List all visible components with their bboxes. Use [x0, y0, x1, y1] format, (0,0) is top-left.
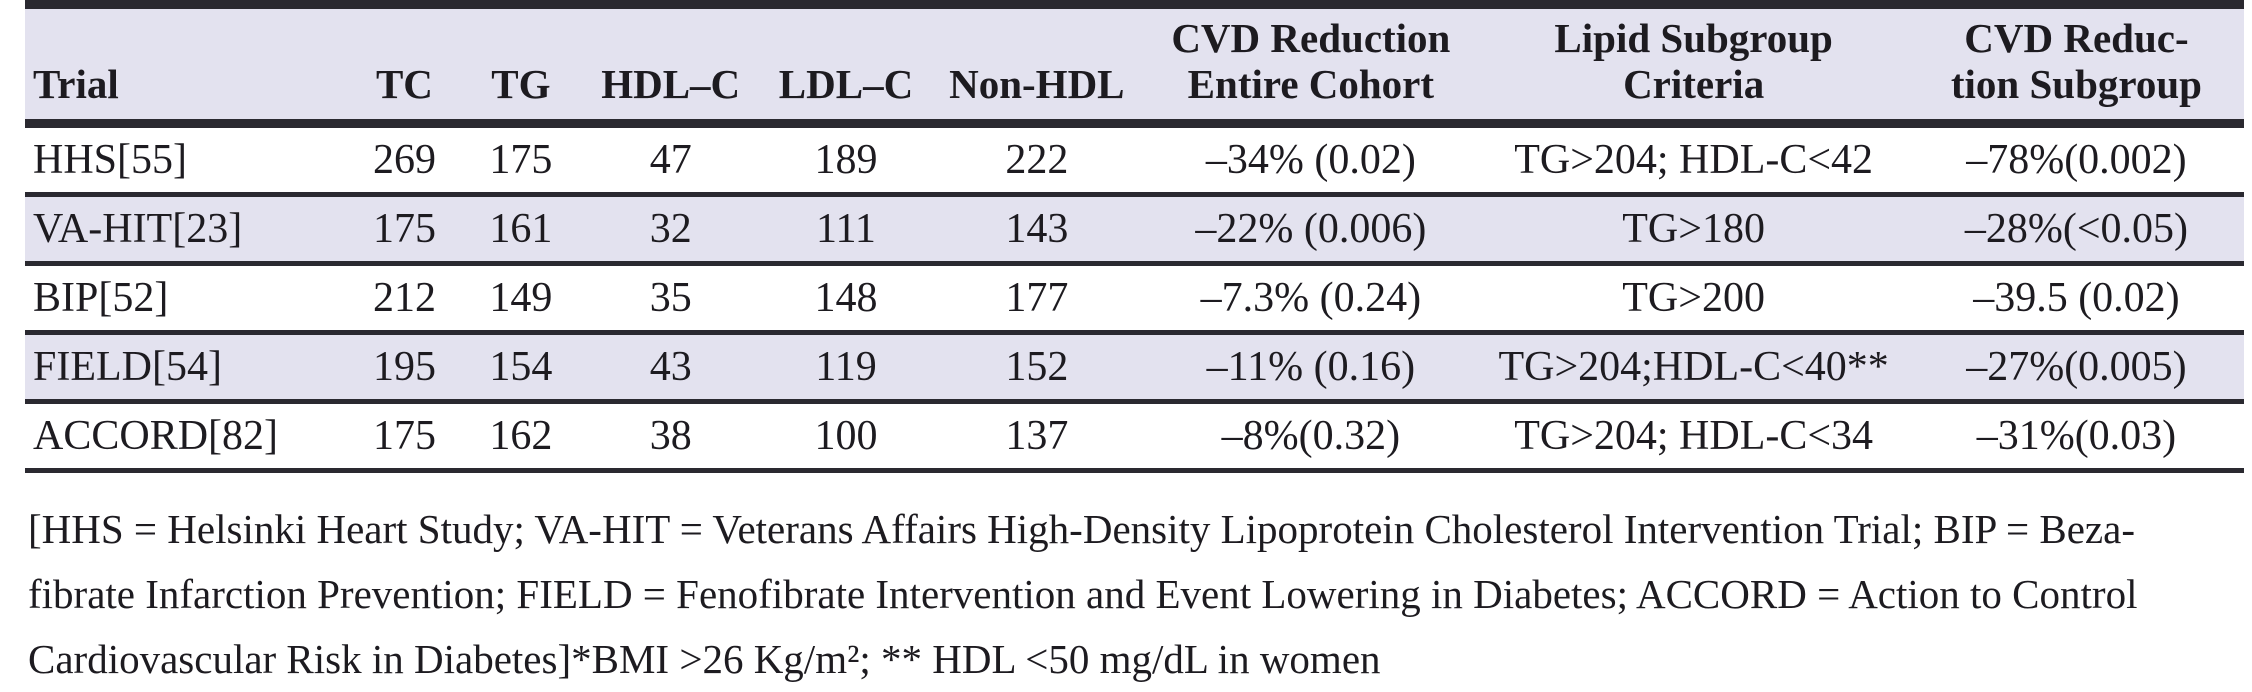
cell-non-hdl: 137: [930, 401, 1144, 473]
cell-cvd-reduction-subgroup: –78%(0.002): [1908, 123, 2244, 197]
cell-hdl-c: 38: [579, 401, 762, 473]
footnote-line: Cardiovascular Risk in Diabetes]*BMI >26…: [28, 636, 1381, 682]
fibrate-trials-table: Trial TC TG HDL–C LDL–C Non-HDL CVD Redu…: [25, 0, 2244, 473]
header-trial: Trial: [25, 4, 347, 128]
cell-trial: BIP[52]: [25, 263, 347, 335]
cell-trial: HHS[55]: [25, 123, 347, 197]
cell-cvd-reduction-subgroup: –28%(<0.05): [1908, 194, 2244, 266]
cell-ldl-c: 119: [761, 332, 931, 404]
footnote-line: fibrate Infarction Prevention; FIELD = F…: [28, 571, 2138, 617]
cell-tc: 175: [346, 401, 463, 473]
table-row-va-hit: VA-HIT[23] 175 161 32 111 143 –22% (0.00…: [25, 194, 2244, 266]
cell-tg: 161: [462, 194, 580, 266]
cell-lipid-subgroup-criteria: TG>180: [1478, 194, 1909, 266]
cell-tc: 212: [346, 263, 463, 335]
table-row-hhs: HHS[55] 269 175 47 189 222 –34% (0.02) T…: [25, 123, 2244, 197]
cell-hdl-c: 43: [579, 332, 762, 404]
cell-tg: 149: [462, 263, 580, 335]
header-lipid-subgroup-criteria: Lipid Subgroup Criteria: [1478, 4, 1909, 128]
cell-tc: 195: [346, 332, 463, 404]
table-row-accord: ACCORD[82] 175 162 38 100 137 –8%(0.32) …: [25, 401, 2244, 473]
cell-lipid-subgroup-criteria: TG>204; HDL-C<42: [1478, 123, 1909, 197]
cell-ldl-c: 148: [761, 263, 931, 335]
cell-lipid-subgroup-criteria: TG>204; HDL-C<34: [1478, 401, 1909, 473]
footnote-line: [HHS = Helsinki Heart Study; VA-HIT = Ve…: [28, 506, 2135, 552]
cell-ldl-c: 111: [761, 194, 931, 266]
header-cvd-reduction-cohort: CVD Reduction Entire Cohort: [1143, 4, 1479, 128]
table-header: Trial TC TG HDL–C LDL–C Non-HDL CVD Redu…: [25, 4, 2244, 128]
cell-tc: 269: [346, 123, 463, 197]
table-row-field: FIELD[54] 195 154 43 119 152 –11% (0.16)…: [25, 332, 2244, 404]
cell-cvd-reduction-subgroup: –31%(0.03): [1908, 401, 2244, 473]
header-hdl-c: HDL–C: [579, 4, 762, 128]
cell-non-hdl: 143: [930, 194, 1144, 266]
cell-non-hdl: 177: [930, 263, 1144, 335]
cell-non-hdl: 222: [930, 123, 1144, 197]
cell-cvd-reduction-subgroup: –39.5 (0.02): [1908, 263, 2244, 335]
cell-cvd-reduction-cohort: –34% (0.02): [1143, 123, 1479, 197]
cell-hdl-c: 47: [579, 123, 762, 197]
header-row: Trial TC TG HDL–C LDL–C Non-HDL CVD Redu…: [25, 4, 2244, 128]
cell-tg: 154: [462, 332, 580, 404]
cell-tg: 175: [462, 123, 580, 197]
header-tg: TG: [462, 4, 580, 128]
header-tc: TC: [346, 4, 463, 128]
cell-tc: 175: [346, 194, 463, 266]
header-cvd-reduction-subgroup: CVD Reduc- tion Subgroup: [1908, 4, 2244, 128]
table-footnote: [HHS = Helsinki Heart Study; VA-HIT = Ve…: [25, 497, 2244, 692]
cell-trial: FIELD[54]: [25, 332, 347, 404]
cell-ldl-c: 100: [761, 401, 931, 473]
cell-cvd-reduction-cohort: –7.3% (0.24): [1143, 263, 1479, 335]
cell-cvd-reduction-subgroup: –27%(0.005): [1908, 332, 2244, 404]
cell-trial: ACCORD[82]: [25, 401, 347, 473]
cell-trial: VA-HIT[23]: [25, 194, 347, 266]
cell-cvd-reduction-cohort: –22% (0.006): [1143, 194, 1479, 266]
cell-cvd-reduction-cohort: –11% (0.16): [1143, 332, 1479, 404]
header-non-hdl: Non-HDL: [930, 4, 1144, 128]
header-ldl-c: LDL–C: [761, 4, 931, 128]
cell-lipid-subgroup-criteria: TG>204;HDL-C<40**: [1478, 332, 1909, 404]
table-row-bip: BIP[52] 212 149 35 148 177 –7.3% (0.24) …: [25, 263, 2244, 335]
cell-non-hdl: 152: [930, 332, 1144, 404]
table-body: HHS[55] 269 175 47 189 222 –34% (0.02) T…: [25, 123, 2244, 473]
cell-hdl-c: 32: [579, 194, 762, 266]
cell-hdl-c: 35: [579, 263, 762, 335]
cell-ldl-c: 189: [761, 123, 931, 197]
cell-lipid-subgroup-criteria: TG>200: [1478, 263, 1909, 335]
cell-tg: 162: [462, 401, 580, 473]
cell-cvd-reduction-cohort: –8%(0.32): [1143, 401, 1479, 473]
